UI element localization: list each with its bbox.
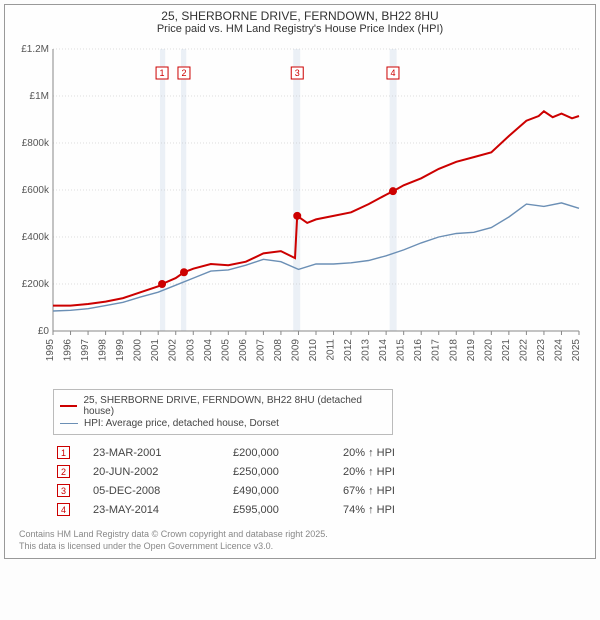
x-tick-label: 2007 [255, 339, 266, 362]
x-tick-label: 2001 [150, 339, 161, 362]
sale-price: £200,000 [229, 443, 339, 462]
x-tick-label: 2015 [396, 339, 407, 362]
chart-footer: Contains HM Land Registry data © Crown c… [19, 529, 589, 552]
series-price_paid [53, 111, 579, 305]
legend-item: 25, SHERBORNE DRIVE, FERNDOWN, BH22 8HU … [60, 395, 386, 417]
sale-marker-number: 4 [390, 68, 395, 78]
table-row: 2 20-JUN-2002£250,00020% ↑ HPI [53, 462, 473, 481]
chart-plot-area: £0 £200k £400k £600k £800k £1M £1.2M 1995 1996 19… [11, 41, 589, 381]
x-tick-label: 2018 [448, 339, 459, 362]
table-row: 4 23-MAY-2014£595,00074% ↑ HPI [53, 500, 473, 519]
chart-svg: £0 £200k £400k £600k £800k £1M £1.2M 1995 1996 19… [11, 41, 589, 381]
chart-subtitle: Price paid vs. HM Land Registry's House … [11, 23, 589, 35]
legend-swatch [60, 405, 77, 407]
chart-legend: 25, SHERBORNE DRIVE, FERNDOWN, BH22 8HU … [53, 389, 393, 435]
x-tick-label: 2023 [536, 339, 547, 362]
x-tick-label: 2003 [185, 339, 196, 362]
y-tick-label: £1M [30, 91, 49, 102]
y-tick-label: £400k [22, 232, 50, 243]
footer-line-2: This data is licensed under the Open Gov… [19, 541, 589, 553]
x-tick-label: 2004 [203, 339, 214, 362]
x-tick-label: 2009 [290, 339, 301, 362]
x-tick-label: 2011 [326, 339, 337, 361]
sale-delta: 67% ↑ HPI [339, 481, 473, 500]
x-tick-label: 1999 [115, 339, 126, 362]
x-tick-label: 2002 [168, 339, 179, 362]
sale-row-marker: 4 [57, 503, 70, 516]
sales-table: 1 23-MAR-2001£200,00020% ↑ HPI 2 20-JUN-200… [53, 443, 473, 519]
sale-date: 23-MAR-2001 [89, 443, 229, 462]
x-tick-label: 2024 [553, 339, 564, 362]
x-tick-label: 1996 [63, 339, 74, 362]
sale-row-marker: 2 [57, 465, 70, 478]
x-tick-label: 2022 [518, 339, 529, 362]
footer-line-1: Contains HM Land Registry data © Crown c… [19, 529, 589, 541]
x-tick-label: 2000 [133, 339, 144, 362]
sale-date: 23-MAY-2014 [89, 500, 229, 519]
sale-dot [158, 280, 166, 288]
sale-date: 05-DEC-2008 [89, 481, 229, 500]
legend-label: HPI: Average price, detached house, Dors… [84, 418, 279, 429]
x-tick-label: 1995 [45, 339, 56, 362]
legend-label: 25, SHERBORNE DRIVE, FERNDOWN, BH22 8HU … [83, 395, 386, 417]
y-tick-label: £600k [22, 185, 50, 196]
chart-container: 25, SHERBORNE DRIVE, FERNDOWN, BH22 8HU … [4, 4, 596, 559]
x-tick-label: 2010 [308, 339, 319, 362]
x-tick-label: 2021 [501, 339, 512, 362]
y-tick-label: £200k [22, 279, 50, 290]
sale-row-marker: 1 [57, 446, 70, 459]
sale-marker-number: 1 [160, 68, 165, 78]
x-tick-label: 2019 [466, 339, 477, 362]
legend-swatch [60, 423, 78, 424]
sale-date: 20-JUN-2002 [89, 462, 229, 481]
sale-price: £490,000 [229, 481, 339, 500]
sale-marker-number: 3 [295, 68, 300, 78]
x-tick-label: 2006 [238, 339, 249, 362]
y-tick-label: £1.2M [21, 44, 49, 55]
x-tick-label: 2012 [343, 339, 354, 362]
chart-title: 25, SHERBORNE DRIVE, FERNDOWN, BH22 8HU [11, 9, 589, 23]
legend-item: HPI: Average price, detached house, Dors… [60, 418, 386, 429]
x-tick-label: 2005 [220, 339, 231, 362]
x-tick-label: 2014 [378, 339, 389, 362]
sale-price: £250,000 [229, 462, 339, 481]
x-tick-label: 2017 [431, 339, 442, 362]
y-tick-label: £0 [38, 326, 50, 337]
x-tick-label: 1997 [80, 339, 91, 362]
sale-price: £595,000 [229, 500, 339, 519]
x-tick-label: 2008 [273, 339, 284, 362]
sale-delta: 20% ↑ HPI [339, 462, 473, 481]
sale-dot [293, 212, 301, 220]
sale-row-marker: 3 [57, 484, 70, 497]
x-tick-label: 2025 [571, 339, 582, 362]
x-tick-label: 1998 [98, 339, 109, 362]
table-row: 1 23-MAR-2001£200,00020% ↑ HPI [53, 443, 473, 462]
x-tick-label: 2016 [413, 339, 424, 362]
sale-dot [180, 268, 188, 276]
x-tick-label: 2020 [483, 339, 494, 362]
table-row: 3 05-DEC-2008£490,00067% ↑ HPI [53, 481, 473, 500]
sale-delta: 74% ↑ HPI [339, 500, 473, 519]
sale-dot [389, 187, 397, 195]
sale-delta: 20% ↑ HPI [339, 443, 473, 462]
y-tick-label: £800k [22, 138, 50, 149]
sale-marker-number: 2 [181, 68, 186, 78]
x-tick-label: 2013 [361, 339, 372, 362]
